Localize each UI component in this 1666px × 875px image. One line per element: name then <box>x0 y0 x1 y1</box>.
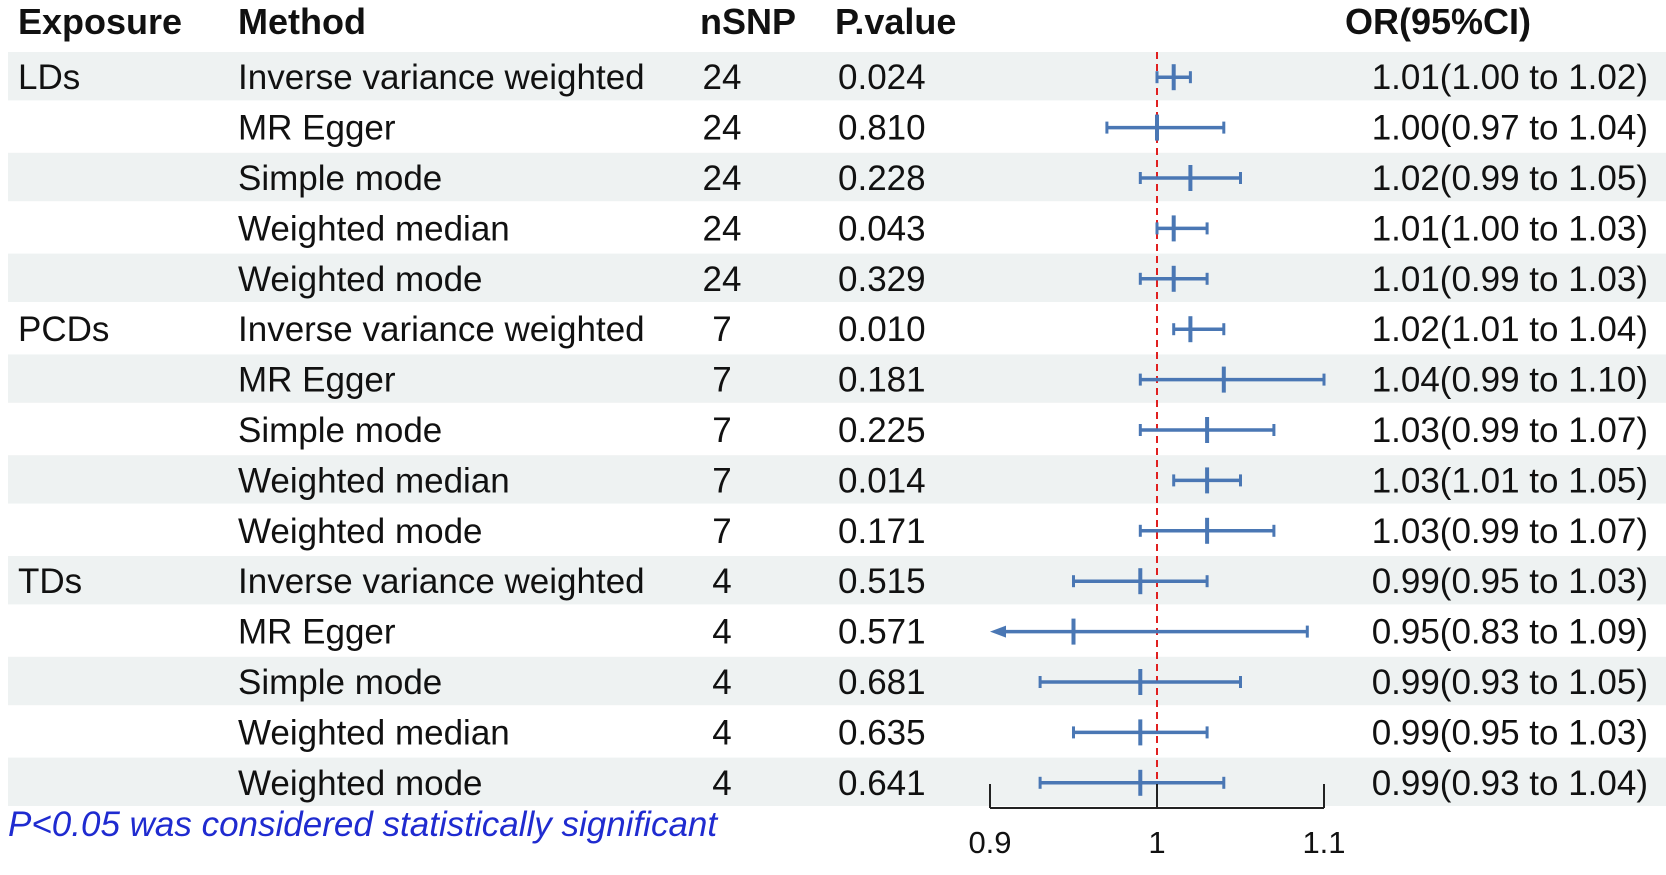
pvalue-cell: 0.043 <box>838 209 926 248</box>
exposure-cell: LDs <box>18 58 80 97</box>
header-method: Method <box>238 1 366 42</box>
or-ci-cell: 1.00(0.97 to 1.04) <box>1372 109 1648 148</box>
nsnp-cell: 7 <box>712 361 731 400</box>
or-ci-cell: 0.95(0.83 to 1.09) <box>1372 613 1648 652</box>
method-cell: Weighted mode <box>238 260 483 299</box>
table-rows: LDs Inverse variance weighted 24 0.024 1.01(… <box>18 58 1648 803</box>
nsnp-cell: 24 <box>703 209 742 248</box>
method-cell: MR Egger <box>238 361 396 400</box>
nsnp-cell: 7 <box>712 310 731 349</box>
or-ci-cell: 1.02(0.99 to 1.05) <box>1372 159 1648 198</box>
header-nsnp: nSNP <box>700 1 796 42</box>
method-cell: Weighted mode <box>238 512 483 551</box>
nsnp-cell: 24 <box>703 58 742 97</box>
exposure-cell: TDs <box>18 562 82 601</box>
ci-arrow-left <box>990 625 1006 638</box>
pvalue-cell: 0.515 <box>838 562 926 601</box>
exposure-cell: PCDs <box>18 310 109 349</box>
method-cell: MR Egger <box>238 109 396 148</box>
method-cell: Simple mode <box>238 159 442 198</box>
nsnp-cell: 24 <box>703 260 742 299</box>
or-ci-cell: 0.99(0.93 to 1.05) <box>1372 663 1648 702</box>
header-or-ci: OR(95%CI) <box>1345 1 1531 42</box>
pvalue-cell: 0.228 <box>838 159 926 198</box>
pvalue-cell: 0.329 <box>838 260 926 299</box>
pvalue-cell: 0.681 <box>838 663 926 702</box>
row-stripes <box>8 52 1666 806</box>
x-tick-label: 1.1 <box>1302 825 1345 860</box>
row-stripe <box>8 152 1666 202</box>
nsnp-cell: 4 <box>712 562 731 601</box>
row-stripe <box>8 455 1666 504</box>
method-cell: Inverse variance weighted <box>238 58 645 97</box>
or-ci-cell: 1.01(1.00 to 1.02) <box>1372 58 1648 97</box>
nsnp-cell: 24 <box>703 109 742 148</box>
row-stripe <box>8 757 1666 806</box>
method-cell: Inverse variance weighted <box>238 310 645 349</box>
row-stripe <box>8 656 1666 706</box>
x-tick-label: 0.9 <box>968 825 1011 860</box>
or-ci-cell: 1.04(0.99 to 1.10) <box>1372 361 1648 400</box>
pvalue-cell: 0.641 <box>838 764 926 803</box>
pvalue-cell: 0.171 <box>838 512 926 551</box>
pvalue-cell: 0.810 <box>838 109 926 148</box>
pvalue-cell: 0.010 <box>838 310 926 349</box>
method-cell: Simple mode <box>238 663 442 702</box>
or-ci-cell: 1.01(0.99 to 1.03) <box>1372 260 1648 299</box>
pvalue-cell: 0.014 <box>838 461 926 500</box>
nsnp-cell: 4 <box>712 613 731 652</box>
x-tick-label: 1 <box>1148 825 1165 860</box>
or-ci-cell: 1.01(1.00 to 1.03) <box>1372 209 1648 248</box>
row-stripe <box>8 253 1666 302</box>
pvalue-cell: 0.571 <box>838 613 926 652</box>
or-ci-cell: 1.03(1.01 to 1.05) <box>1372 461 1648 500</box>
pvalue-cell: 0.225 <box>838 411 926 450</box>
method-cell: Weighted mode <box>238 764 483 803</box>
method-cell: Weighted median <box>238 713 510 752</box>
ci-marks <box>990 64 1326 796</box>
or-ci-cell: 0.99(0.93 to 1.04) <box>1372 764 1648 803</box>
nsnp-cell: 4 <box>712 764 731 803</box>
nsnp-cell: 4 <box>712 663 731 702</box>
header-exposure: Exposure <box>18 1 182 42</box>
pvalue-cell: 0.024 <box>838 58 926 97</box>
nsnp-cell: 7 <box>712 512 731 551</box>
pvalue-cell: 0.181 <box>838 361 926 400</box>
pvalue-cell: 0.635 <box>838 713 926 752</box>
header-pvalue: P.value <box>835 1 956 42</box>
significance-note: P<0.05 was considered statistically sign… <box>8 805 718 844</box>
or-ci-cell: 1.03(0.99 to 1.07) <box>1372 411 1648 450</box>
nsnp-cell: 4 <box>712 713 731 752</box>
row-stripe <box>8 556 1666 605</box>
x-axis: 0.9 1 1.1 <box>968 784 1346 860</box>
method-cell: Inverse variance weighted <box>238 562 645 601</box>
or-ci-cell: 0.99(0.95 to 1.03) <box>1372 713 1648 752</box>
method-cell: Simple mode <box>238 411 442 450</box>
nsnp-cell: 7 <box>712 461 731 500</box>
nsnp-cell: 24 <box>703 159 742 198</box>
method-cell: MR Egger <box>238 613 396 652</box>
or-ci-cell: 0.99(0.95 to 1.03) <box>1372 562 1648 601</box>
nsnp-cell: 7 <box>712 411 731 450</box>
row-stripe <box>8 354 1666 403</box>
method-cell: Weighted median <box>238 209 510 248</box>
row-stripe <box>8 52 1666 101</box>
method-cell: Weighted median <box>238 461 510 500</box>
or-ci-cell: 1.03(0.99 to 1.07) <box>1372 512 1648 551</box>
or-ci-cell: 1.02(1.01 to 1.04) <box>1372 310 1648 349</box>
